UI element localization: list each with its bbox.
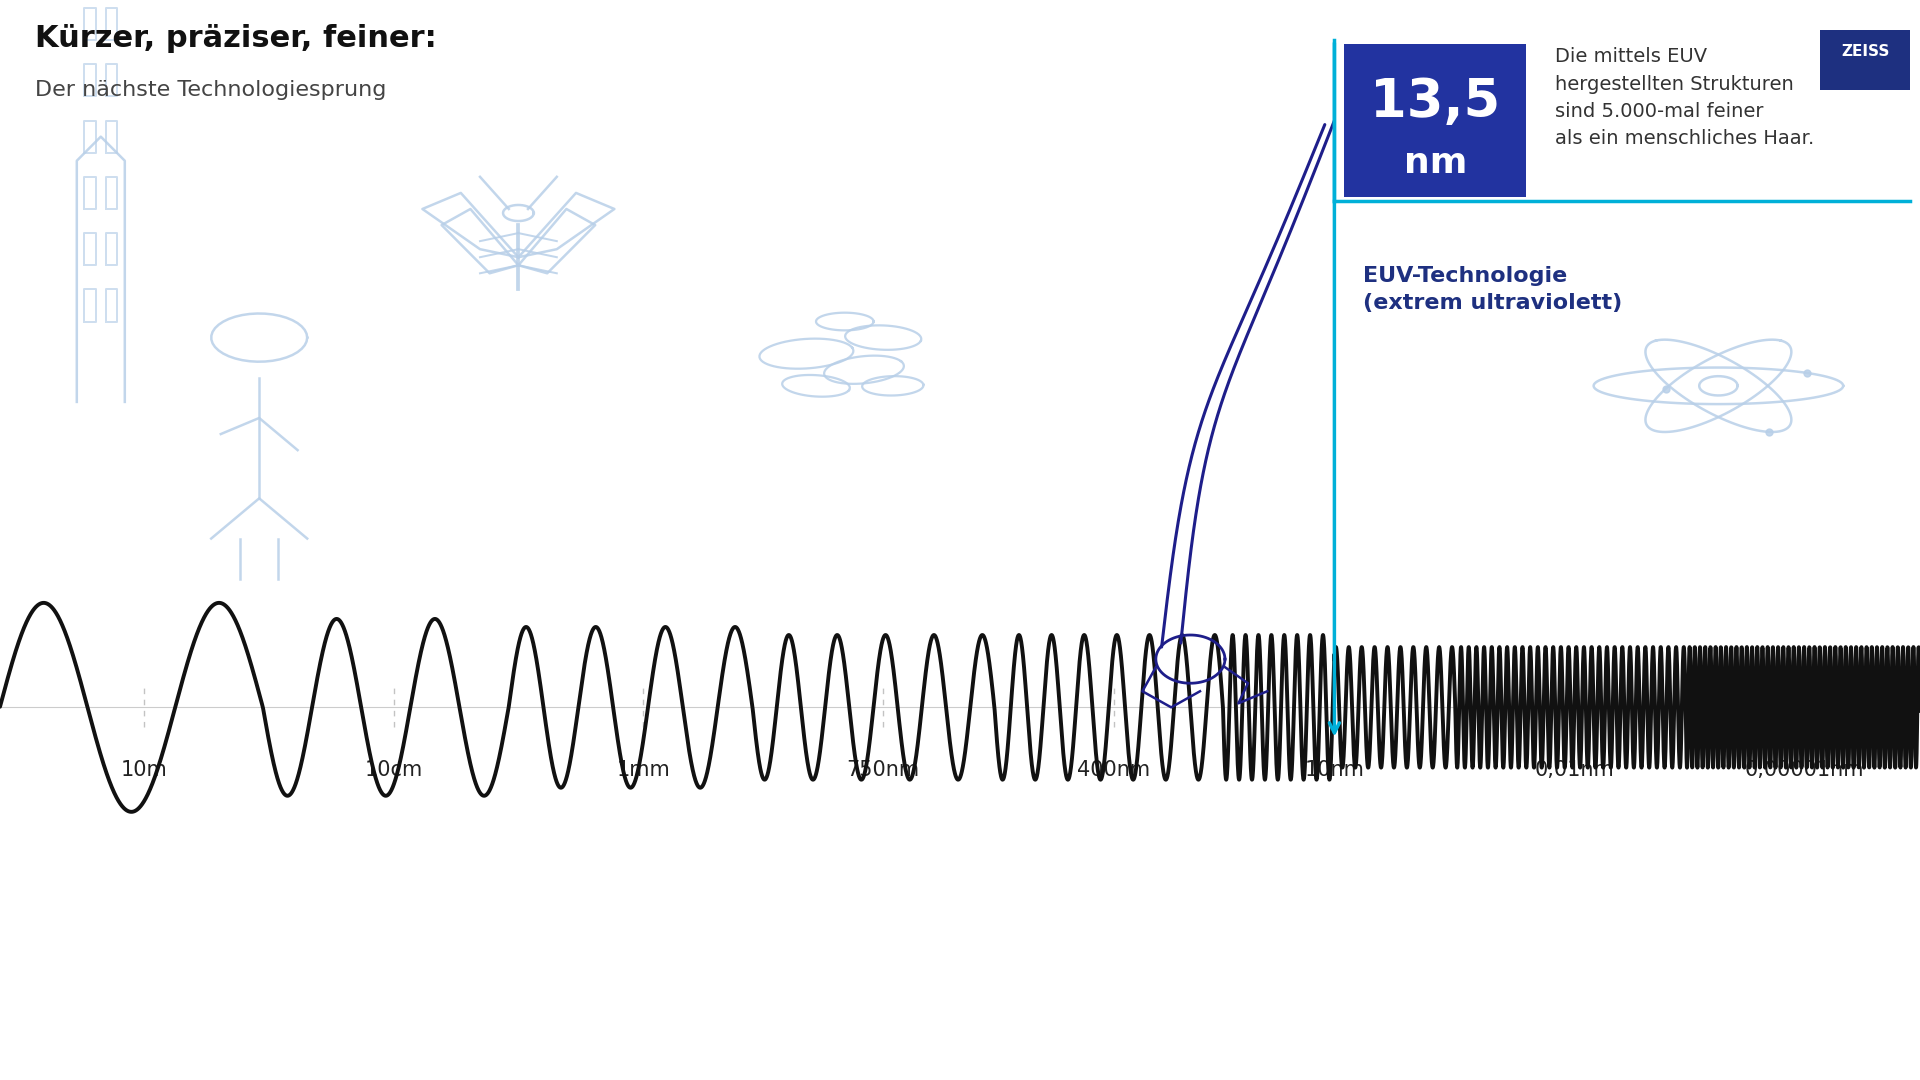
- Text: Mikrowellen-
strahlung: Mikrowellen- strahlung: [336, 1013, 436, 1048]
- Text: ZEISS: ZEISS: [1841, 44, 1889, 58]
- Text: Röntgen-
strahlung: Röntgen- strahlung: [1302, 1013, 1377, 1048]
- Text: Kürzer, präziser, feiner:: Kürzer, präziser, feiner:: [35, 24, 436, 53]
- Text: Der nächste Technologiesprung: Der nächste Technologiesprung: [35, 80, 386, 100]
- Bar: [1344, 44, 1526, 197]
- Text: 13,5: 13,5: [1371, 77, 1500, 129]
- Text: 0,01nm: 0,01nm: [1534, 759, 1615, 780]
- Text: 1mm: 1mm: [616, 759, 670, 780]
- Text: 10nm: 10nm: [1304, 759, 1365, 780]
- Text: Gamma-
strahlung: Gamma- strahlung: [1532, 1013, 1609, 1048]
- Text: nm: nm: [1404, 146, 1467, 180]
- Text: Die mittels EUV
hergestellten Strukturen
sind 5.000-mal feiner
als ein menschlic: Die mittels EUV hergestellten Strukturen…: [1555, 48, 1814, 148]
- Text: Ultraviolett
(UV): Ultraviolett (UV): [1064, 1013, 1154, 1048]
- Text: EUV-Technologie
(extrem ultraviolett): EUV-Technologie (extrem ultraviolett): [1363, 266, 1622, 312]
- Text: Sichtbares
Licht: Sichtbares Licht: [831, 1013, 916, 1048]
- Text: 750nm: 750nm: [847, 759, 920, 780]
- Text: Infrarot
(IR): Infrarot (IR): [601, 1013, 660, 1048]
- Text: 400nm: 400nm: [1077, 759, 1150, 780]
- FancyBboxPatch shape: [1820, 30, 1910, 91]
- Text: Radio-
strahlung: Radio- strahlung: [94, 1013, 169, 1048]
- Text: 0,00001nm: 0,00001nm: [1745, 759, 1864, 780]
- Text: 10m: 10m: [121, 759, 167, 780]
- Text: 10cm: 10cm: [365, 759, 422, 780]
